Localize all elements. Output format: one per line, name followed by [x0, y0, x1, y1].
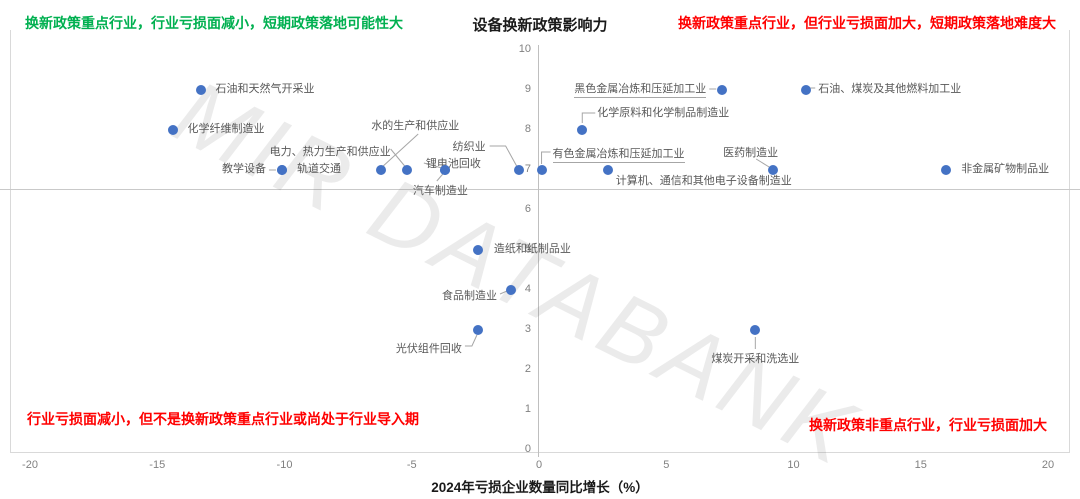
data-point-label: 化学原料和化学制品制造业 [597, 107, 730, 119]
data-point-label: 光伏组件回收 [395, 343, 462, 355]
data-point-label: 非金属矿物制品业 [961, 163, 1050, 175]
x-tick-label: -20 [22, 459, 38, 471]
data-point-dot [536, 165, 547, 175]
x-tick-label: 15 [914, 459, 927, 471]
plot-border-right [1069, 30, 1070, 452]
data-point-dot [195, 85, 206, 95]
data-point-label: 教学设备 [221, 163, 266, 175]
data-point-dot [941, 165, 952, 175]
y-tick-label: 3 [524, 323, 531, 335]
data-point-label: 锂电池回收 [425, 158, 481, 170]
data-point-dot [472, 245, 483, 255]
data-point-label: 纺织业 [452, 141, 486, 153]
x-tick-label: 20 [1041, 459, 1055, 471]
x-tick-label: -15 [149, 459, 166, 471]
data-point-dot [276, 165, 287, 175]
data-point-dot [376, 165, 387, 175]
y-tick-label: 6 [524, 203, 531, 215]
quadrant-divider-horizontal [0, 189, 1080, 190]
data-point-dot [167, 125, 178, 135]
data-point-dot [577, 125, 588, 135]
y-tick-label: 5 [524, 243, 531, 255]
leader-line [464, 334, 478, 347]
leader-line [390, 148, 406, 167]
quadrant-label-bottom-left: 行业亏损面减小，但不是换新政策重点行业或尚处于行业导入期 [27, 411, 419, 427]
quadrant-label-top-right: 换新政策重点行业，但行业亏损面加大，短期政策落地难度大 [678, 15, 1056, 31]
plot-border-left [10, 30, 11, 452]
data-point-label: 化学纤维制造业 [187, 123, 265, 135]
data-point-label: 食品制造业 [442, 290, 497, 302]
data-point-dot [602, 165, 613, 175]
data-point-label: 造纸和纸制品业 [493, 243, 571, 255]
quadrant-label-bottom-right: 换新政策非重点行业，行业亏损面加大 [809, 417, 1047, 433]
data-point-dot [401, 165, 412, 175]
x-tick-label: 0 [535, 459, 543, 471]
y-tick-label: 2 [524, 363, 531, 375]
data-point-dot [439, 165, 450, 175]
data-point-label: 汽车制造业 [412, 185, 468, 197]
leader-line [755, 158, 770, 168]
data-point-dot [750, 325, 761, 335]
data-point-dot [513, 165, 524, 175]
data-point-label: 轨道交通 [296, 163, 341, 175]
x-tick-label: -5 [406, 459, 417, 471]
data-point-dot [472, 325, 483, 335]
data-point-label: 煤炭开采和洗选业 [711, 353, 800, 365]
data-point-dot [768, 165, 779, 175]
chart-title: 设备换新政策影响力 [472, 17, 608, 34]
y-tick-label: 1 [524, 403, 531, 415]
x-tick-label: 10 [787, 459, 800, 471]
x-axis-line [10, 452, 1070, 453]
leader-line [541, 151, 551, 164]
x-tick-label: -10 [276, 459, 293, 471]
x-axis-title: 2024年亏损企业数量同比增长（%） [431, 480, 649, 495]
quadrant-divider-vertical [538, 45, 539, 457]
x-tick-label: 5 [663, 459, 670, 471]
y-tick-label: 7 [524, 163, 531, 175]
y-tick-label: 9 [524, 83, 531, 95]
data-point-label: 石油、煤炭及其他燃料加工业 [818, 83, 962, 95]
quadrant-label-top-left: 换新政策重点行业，行业亏损面减小，短期政策落地可能性大 [25, 15, 403, 31]
data-point-label: 黑色金属冶炼和压延加工业 [574, 83, 707, 98]
data-point-label: 有色金属冶炼和压延加工业 [552, 148, 685, 163]
y-tick-label: 0 [524, 443, 531, 455]
data-point-label: 石油和天然气开采业 [215, 83, 315, 95]
leader-line [581, 112, 596, 123]
data-point-label: 计算机、通信和其他电子设备制造业 [615, 175, 792, 187]
data-point-label: 电力、热力生产和供应业 [269, 146, 391, 158]
y-tick-label: 4 [524, 283, 531, 295]
data-point-label: 水的生产和供应业 [371, 120, 460, 132]
y-tick-label: 10 [518, 43, 531, 55]
data-point-dot [801, 85, 812, 95]
y-tick-label: 8 [524, 123, 531, 135]
leader-line [436, 173, 444, 182]
data-point-label: 医药制造业 [723, 147, 779, 159]
data-point-dot [506, 285, 516, 295]
data-point-dot [717, 85, 728, 95]
